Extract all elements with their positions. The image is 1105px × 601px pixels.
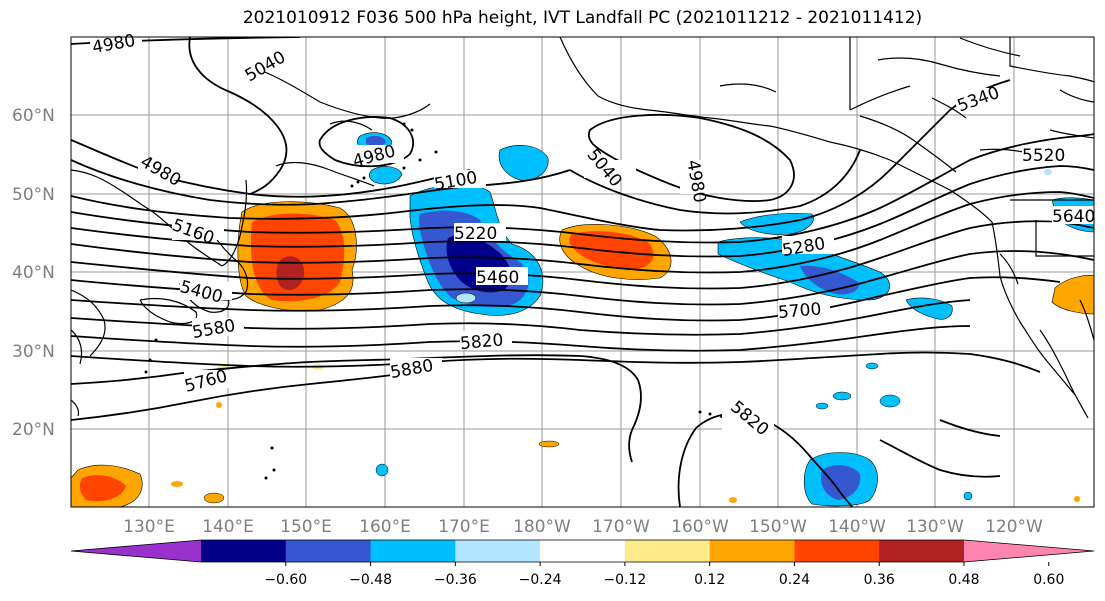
colorbar: −0.60 −0.48 −0.36 −0.24 −0.12 0.12 0.24 0.36 0.4… [70,539,1095,588]
latitude-labels: 60°N 50°N 40°N 30°N 20°N [12,106,55,440]
lon-label: 150°E [280,517,332,537]
graticule [71,37,1094,507]
colorbar-outline [70,539,1095,563]
map-title: 2021010912 F036 500 hPa height, IVT Land… [242,8,923,28]
lon-label: 160°E [359,517,411,537]
colorbar-tick-label: 0.60 [1033,572,1064,588]
contour-label-backgrounds [90,37,1094,436]
colorbar-tick-label: 0.12 [694,572,725,588]
lon-label: 140°W [828,517,886,537]
colorbar-segment [709,540,795,562]
colorbar-segment [540,540,626,562]
colorbar-extend-high [964,540,1094,562]
colorbar-extend-low [71,540,201,562]
colorbar-segment [455,540,541,562]
map-frame [70,36,1095,508]
colorbar-tick-label: 0.24 [779,572,810,588]
colorbar-tick-label: −0.60 [264,572,307,588]
contour-label: 5700 [777,299,822,323]
lon-label: 160°W [671,517,729,537]
lon-label: 170°E [438,517,490,537]
colorbar-segment [201,540,287,562]
contour-label: 5460 [476,268,519,288]
lat-label: 60°N [12,106,55,126]
colorbar-segment [794,540,880,562]
lat-label: 50°N [12,185,55,205]
contour-label: 5220 [454,224,497,244]
colorbar-segment [370,540,456,562]
colorbar-tick-label: −0.36 [434,572,477,588]
colorbar-tick-label: 0.48 [948,572,979,588]
lon-label: 130°E [123,517,175,537]
lon-label: 120°W [985,517,1043,537]
lat-label: 20°N [12,420,55,440]
colorbar-tick-label: −0.48 [349,572,392,588]
height-contours [71,37,1094,507]
colorbar-segment [879,540,965,562]
lon-label: 130°W [906,517,964,537]
lon-label: 140°E [202,517,254,537]
contour-label: 5820 [459,330,504,354]
contour-label: 5640 [1052,207,1095,227]
colorbar-segment [285,540,372,562]
lat-label: 40°N [12,263,55,283]
longitude-labels: 130°E 140°E 150°E 160°E 170°E 180°W 170°… [123,517,1043,537]
contour-label: 5520 [1022,146,1065,166]
lat-label: 30°N [12,342,55,362]
lon-label: 180°W [513,517,571,537]
colorbar-tick-label: −0.24 [519,572,562,588]
lon-label: 170°W [592,517,650,537]
colorbar-tick-label: 0.36 [864,572,895,588]
lon-label: 150°W [749,517,807,537]
colorbar-tick-label: −0.12 [603,572,646,588]
colorbar-segment [624,540,711,562]
